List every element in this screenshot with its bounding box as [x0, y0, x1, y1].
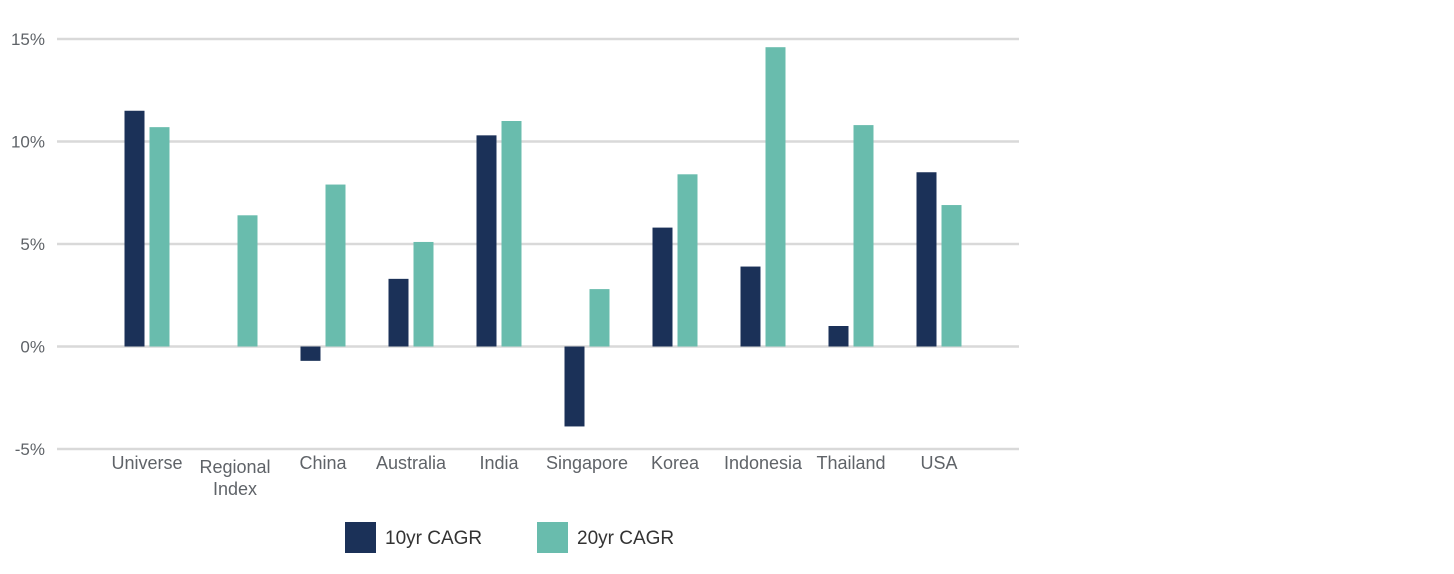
bar-10yr-singapore [564, 346, 585, 427]
gridlines [57, 37, 1019, 451]
bar-10yr-universe [124, 110, 145, 347]
y-axis-tick-labels: 15% 10% 5% 0% -5% [11, 30, 45, 459]
y-tick-label: 5% [20, 235, 45, 254]
bar-10yr-thailand [828, 326, 849, 347]
bar-20yr-indonesia [765, 47, 786, 347]
x-category-label: India [479, 453, 519, 473]
bar-20yr-thailand [853, 125, 874, 347]
bar-10yr-indonesia [740, 266, 761, 347]
x-category-label: Korea [651, 453, 700, 473]
bar-10yr-usa [916, 172, 937, 347]
bars [124, 47, 962, 427]
legend-label: 20yr CAGR [577, 528, 674, 549]
bar-10yr-korea [652, 227, 673, 347]
legend-swatch [537, 522, 568, 553]
y-tick-label: 0% [20, 338, 45, 357]
x-category-label: Singapore [546, 453, 628, 473]
bar-20yr-usa [941, 205, 962, 347]
y-tick-label: 15% [11, 30, 45, 49]
x-category-label: USA [920, 453, 957, 473]
bar-20yr-india [501, 121, 522, 347]
x-category-label: China [299, 453, 347, 473]
y-tick-label: 10% [11, 133, 45, 152]
legend-swatch [345, 522, 376, 553]
bar-20yr-china [325, 184, 346, 347]
bar-20yr-singapore [589, 289, 610, 347]
y-tick-label: -5% [15, 440, 45, 459]
x-category-label: Thailand [816, 453, 885, 473]
x-category-label: Australia [376, 453, 447, 473]
x-category-label: Regional Index [199, 457, 270, 499]
bar-20yr-regional-index [237, 215, 258, 347]
x-category-label: Universe [111, 453, 182, 473]
bar-20yr-korea [677, 174, 698, 347]
bar-10yr-india [476, 135, 497, 347]
bar-10yr-china [300, 346, 321, 361]
x-axis-category-labels: Universe Regional Index China Australia India… [111, 453, 957, 499]
legend: 10yr CAGR 20yr CAGR [345, 522, 674, 553]
bar-20yr-australia [413, 241, 434, 347]
bar-10yr-australia [388, 278, 409, 347]
x-category-label: Indonesia [724, 453, 803, 473]
legend-label: 10yr CAGR [385, 528, 482, 549]
bar-20yr-universe [149, 127, 170, 347]
